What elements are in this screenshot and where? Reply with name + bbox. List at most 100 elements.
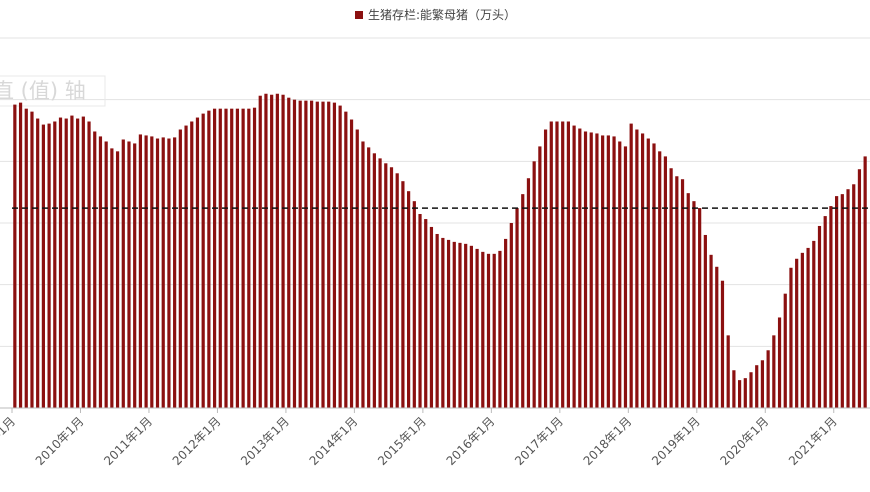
bar xyxy=(835,196,839,408)
bar xyxy=(161,137,165,408)
bar xyxy=(395,173,399,408)
bar xyxy=(30,111,34,408)
bar xyxy=(281,94,285,408)
bar xyxy=(715,266,719,408)
bar xyxy=(418,213,422,408)
bar xyxy=(81,116,85,409)
bar xyxy=(606,135,610,408)
bar xyxy=(492,253,496,408)
bar xyxy=(555,121,559,408)
bar xyxy=(857,169,862,408)
bar xyxy=(127,141,131,408)
bar xyxy=(760,360,765,408)
bar xyxy=(675,176,679,408)
bar xyxy=(24,108,28,409)
bar xyxy=(378,158,382,408)
bar xyxy=(446,239,451,408)
bar xyxy=(743,378,747,408)
bar xyxy=(264,93,268,408)
bar xyxy=(292,99,297,409)
bar xyxy=(349,119,354,409)
bar xyxy=(184,125,188,409)
bar xyxy=(549,121,553,408)
bar xyxy=(680,179,685,408)
bar xyxy=(287,97,291,409)
bar xyxy=(70,115,74,409)
bar xyxy=(361,141,365,408)
bar xyxy=(327,101,331,408)
bar xyxy=(504,238,508,408)
bar xyxy=(509,223,513,408)
bar xyxy=(640,133,645,408)
bar xyxy=(561,121,565,408)
bar xyxy=(709,254,713,408)
bar xyxy=(407,191,411,408)
bar xyxy=(532,161,536,408)
bar xyxy=(401,181,405,408)
bar xyxy=(47,123,51,409)
bar xyxy=(481,251,485,408)
bar xyxy=(618,141,622,408)
bar xyxy=(104,141,108,408)
bar xyxy=(133,143,137,408)
bar xyxy=(121,139,125,408)
bar xyxy=(732,370,736,408)
bar xyxy=(703,234,707,408)
bar xyxy=(823,216,827,408)
bar xyxy=(578,128,582,408)
bar xyxy=(863,156,867,408)
bar xyxy=(36,118,40,408)
x-tick-label: 2016年1月 xyxy=(444,414,498,468)
bar xyxy=(304,100,308,409)
bar xyxy=(789,267,793,408)
bar xyxy=(521,194,525,408)
bar xyxy=(115,151,120,409)
bar xyxy=(749,372,753,408)
bar xyxy=(13,104,17,408)
bar xyxy=(58,117,63,409)
bar xyxy=(783,293,787,408)
bar xyxy=(601,135,605,408)
bar xyxy=(498,250,502,408)
bar xyxy=(93,131,97,408)
bar xyxy=(469,245,473,408)
axis-title-box xyxy=(0,75,106,107)
bar xyxy=(270,94,274,408)
bar xyxy=(424,219,428,408)
bar xyxy=(583,131,588,408)
bar xyxy=(458,242,462,408)
bar xyxy=(155,138,160,408)
x-tick-label: 2018年1月 xyxy=(581,414,635,468)
bar xyxy=(852,184,856,408)
bar xyxy=(572,125,576,409)
bar xyxy=(355,129,359,408)
bar xyxy=(247,108,251,409)
legend-swatch xyxy=(355,11,363,19)
bar xyxy=(795,258,799,408)
bar xyxy=(218,108,222,409)
x-tick-label: 2011年1月 xyxy=(101,414,155,468)
bar xyxy=(190,121,194,408)
bar xyxy=(235,108,240,409)
bar xyxy=(207,110,211,408)
bar xyxy=(698,208,702,408)
bar xyxy=(18,102,23,409)
bar xyxy=(452,241,456,408)
bar xyxy=(589,132,593,408)
bar xyxy=(692,201,696,408)
bar xyxy=(201,113,205,408)
bar xyxy=(252,107,257,408)
bar xyxy=(766,350,770,408)
bar xyxy=(275,93,279,408)
x-tick-label: 2012年1月 xyxy=(170,414,224,468)
bar xyxy=(258,95,262,408)
bar xyxy=(298,100,302,409)
bar xyxy=(464,243,468,408)
bar xyxy=(686,193,690,408)
bar xyxy=(726,335,730,408)
bar xyxy=(76,118,80,408)
bar xyxy=(817,225,822,408)
bar xyxy=(150,136,154,409)
x-tick-label: 2020年1月 xyxy=(718,414,772,468)
